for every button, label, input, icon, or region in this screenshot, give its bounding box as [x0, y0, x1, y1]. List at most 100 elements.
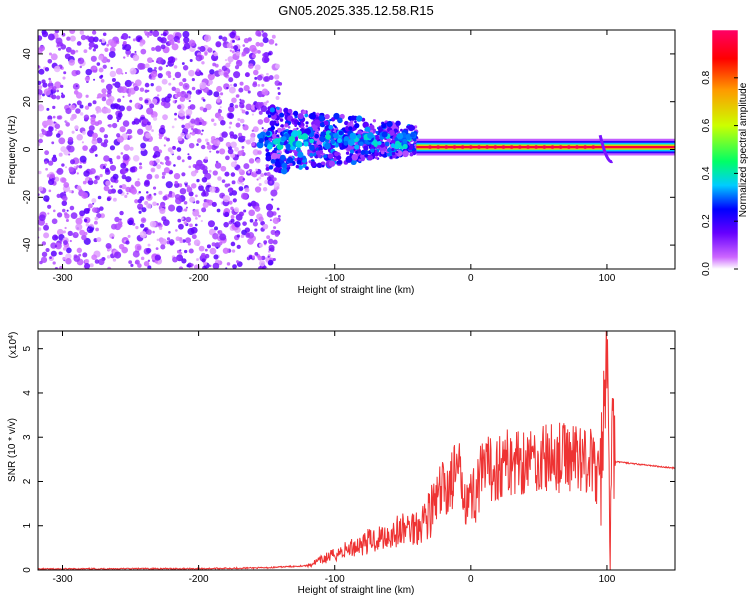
spectral-noise-mark	[239, 118, 245, 124]
spectral-band-mark	[390, 139, 396, 145]
spectral-noise-mark	[150, 70, 158, 78]
spectral-noise-mark	[125, 186, 131, 193]
spectral-noise-mark	[218, 241, 223, 246]
spectral-noise-mark	[115, 67, 123, 75]
spectral-noise-mark	[268, 248, 272, 251]
spectral-band-mark	[375, 130, 379, 134]
spectral-noise-mark	[205, 103, 212, 111]
spectral-noise-mark	[200, 72, 204, 76]
spectral-noise-mark	[249, 218, 254, 223]
spectral-noise-mark	[236, 234, 241, 238]
spectral-noise-mark	[199, 183, 202, 187]
spectral-noise-mark	[182, 65, 189, 71]
spectral-noise-mark	[132, 155, 140, 162]
spectral-noise-mark	[262, 32, 268, 38]
spectral-noise-mark	[154, 66, 157, 70]
spectral-band-mark	[281, 127, 286, 132]
spectral-noise-mark	[141, 207, 147, 213]
spectral-noise-mark	[277, 91, 281, 96]
spectral-noise-mark	[144, 63, 150, 69]
spectral-noise-mark	[228, 200, 233, 205]
spectral-noise-mark	[151, 46, 156, 51]
spectral-band-mark	[395, 150, 399, 154]
spectral-noise-mark	[146, 203, 152, 209]
spectral-noise-mark	[75, 92, 83, 99]
y-tick-label: 2	[22, 478, 33, 484]
spectral-band-mark	[337, 117, 343, 124]
spectral-noise-mark	[167, 56, 172, 62]
spectral-noise-mark	[79, 155, 87, 163]
spectral-band-mark	[305, 124, 309, 128]
spectral-band-mark	[360, 157, 365, 162]
spectral-band-mark	[337, 160, 342, 165]
spectral-noise-mark	[83, 170, 90, 177]
spectral-noise-mark	[76, 165, 79, 168]
spectral-noise-mark	[211, 242, 216, 247]
spectral-noise-mark	[211, 144, 217, 151]
spectral-noise-mark	[190, 170, 197, 177]
spectral-band-mark	[297, 151, 304, 158]
spectral-noise-mark	[101, 88, 107, 94]
spectral-noise-mark	[140, 142, 147, 149]
spectral-noise-mark	[51, 94, 57, 100]
colorbar-tick-label: 0.4	[701, 166, 712, 180]
spectral-noise-mark	[42, 82, 48, 88]
spectral-noise-mark	[108, 123, 112, 128]
spectral-noise-mark	[70, 49, 76, 55]
spectral-noise-mark	[206, 141, 210, 146]
spectral-peak-dot	[485, 145, 489, 149]
x-tick-label: 0	[468, 574, 474, 585]
spectral-noise-mark	[208, 169, 212, 173]
spectral-noise-mark	[207, 73, 215, 81]
spectral-noise-mark	[51, 218, 58, 225]
spectral-noise-mark	[268, 52, 272, 56]
x-tick-label: 100	[599, 273, 616, 284]
spectral-noise-mark	[78, 253, 82, 257]
spectral-noise-mark	[248, 255, 253, 260]
spectral-noise-mark	[157, 73, 163, 79]
spectral-noise-mark	[101, 92, 107, 98]
spectral-noise-mark	[254, 206, 261, 212]
spectral-noise-mark	[114, 216, 120, 223]
spectral-noise-mark	[156, 202, 159, 206]
spectral-noise-mark	[160, 33, 163, 36]
spectral-noise-mark	[259, 42, 264, 47]
spectral-noise-mark	[241, 145, 245, 149]
spectral-noise-mark	[266, 172, 271, 177]
spectral-noise-mark	[119, 218, 122, 221]
spectral-band-peak	[274, 138, 279, 143]
spectral-noise-mark	[230, 215, 235, 219]
spectral-noise-mark	[235, 59, 243, 67]
spectral-noise-mark	[68, 59, 75, 66]
spectral-noise-mark	[66, 36, 71, 41]
x-tick-label: 0	[468, 273, 474, 284]
spectral-noise-mark	[126, 105, 132, 112]
spectral-noise-mark	[233, 83, 238, 87]
spectral-noise-mark	[105, 83, 113, 91]
spectral-band-mark	[351, 154, 359, 161]
spectral-noise-mark	[155, 158, 160, 164]
spectral-noise-mark	[51, 177, 55, 181]
spectral-band-mark	[333, 157, 338, 162]
spectral-band-peak	[356, 134, 362, 139]
spectral-noise-mark	[202, 201, 209, 209]
spectral-noise-mark	[82, 180, 87, 185]
spectral-noise-mark	[85, 94, 89, 98]
spectral-band-mark	[391, 148, 395, 152]
spectral-noise-mark	[267, 255, 270, 258]
spectral-noise-mark	[126, 192, 129, 195]
spectral-noise-mark	[50, 53, 58, 61]
spectral-noise-mark	[266, 100, 269, 104]
spectral-noise-mark	[134, 50, 137, 53]
spectral-noise-mark	[55, 133, 61, 138]
spectral-noise-mark	[261, 30, 264, 33]
spectral-noise-mark	[160, 44, 166, 50]
spectral-noise-mark	[254, 251, 259, 256]
spectral-noise-mark	[87, 102, 92, 107]
spectral-noise-mark	[219, 148, 226, 155]
spectral-noise-mark	[258, 176, 262, 180]
spectral-noise-mark	[128, 36, 131, 39]
spectral-noise-mark	[262, 223, 269, 230]
spectral-noise-mark	[165, 160, 172, 166]
